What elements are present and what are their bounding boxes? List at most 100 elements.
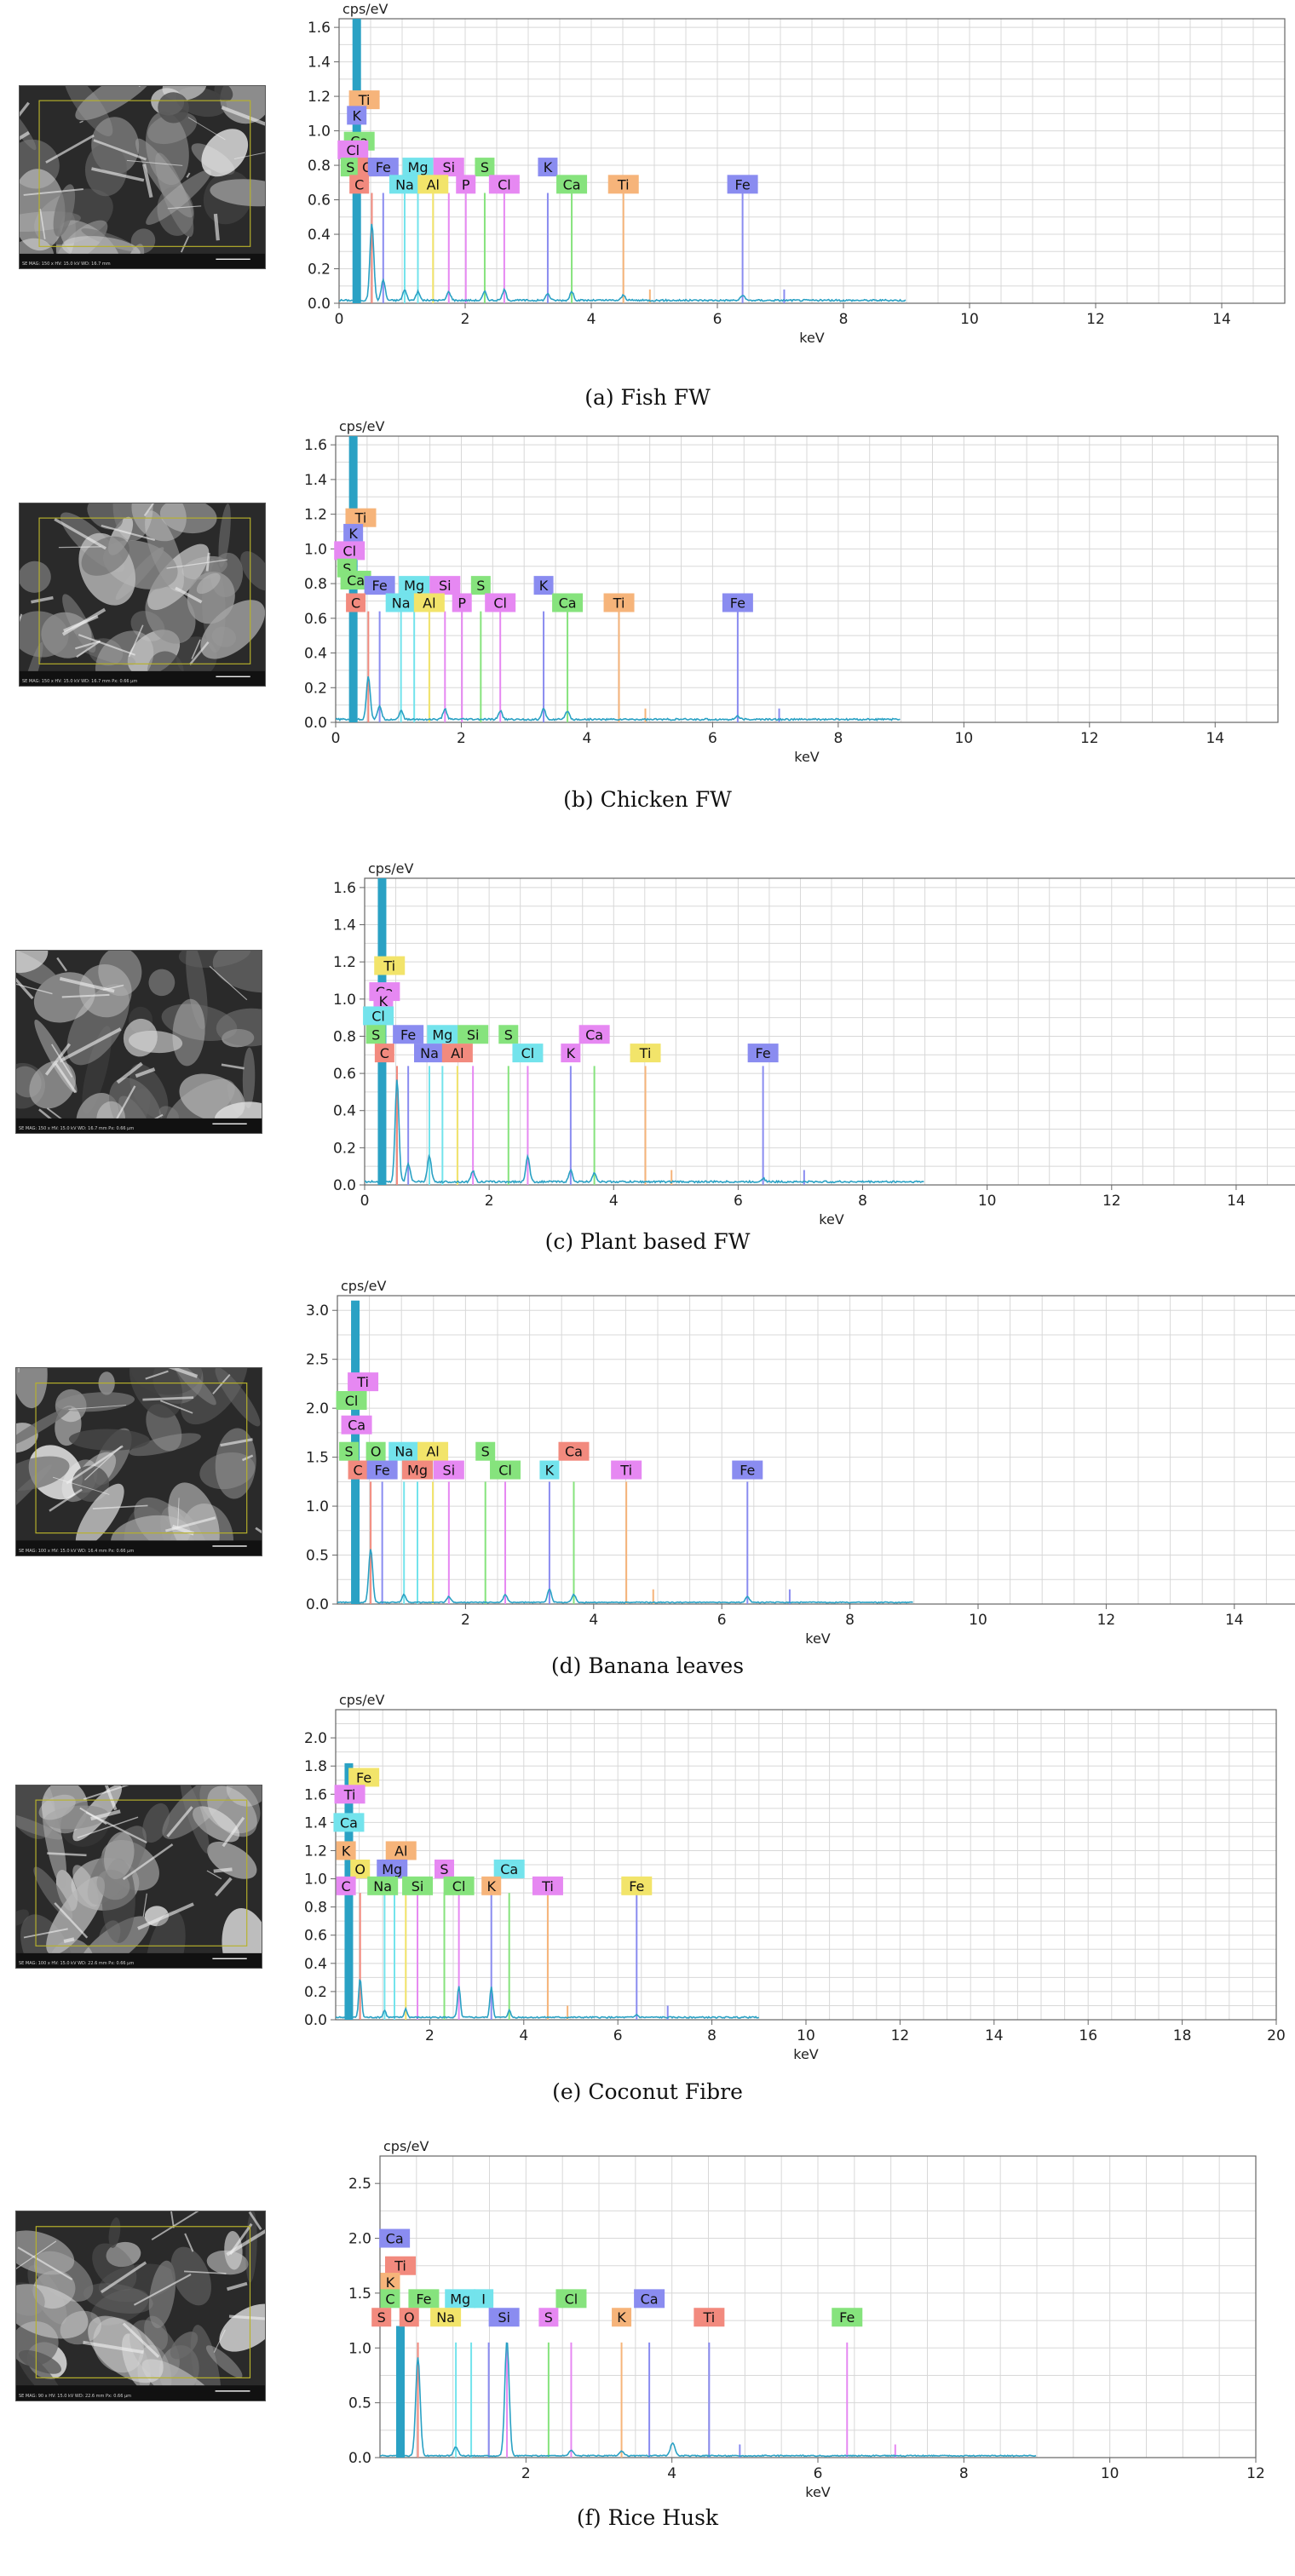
svg-text:Ca: Ca [565, 1444, 583, 1460]
element-label-ca: Ca [379, 2228, 411, 2248]
svg-text:Fe: Fe [376, 159, 391, 175]
element-label-al: Al [413, 593, 445, 612]
svg-text:K: K [617, 2309, 626, 2326]
element-label-mg: Mg [402, 1460, 433, 1480]
svg-text:Fe: Fe [356, 1769, 371, 1785]
element-label-si: Si [433, 1460, 464, 1480]
element-label-k: K [373, 992, 394, 1010]
y-tick-label: 0.2 [304, 1984, 327, 2001]
plot-frame [337, 1295, 1295, 1605]
svg-text:Na: Na [373, 1878, 392, 1895]
svg-text:Al: Al [451, 1045, 463, 1061]
panel-caption: (b) Chicken FW [563, 787, 732, 812]
y-tick-label: 1.4 [333, 917, 356, 934]
element-label-fe: Fe [832, 2308, 863, 2327]
element-label-fe: Fe [621, 1876, 653, 1895]
svg-text:Al: Al [394, 1843, 407, 1859]
y-tick-label: 0.6 [333, 1066, 356, 1083]
x-tick-label: 4 [587, 311, 596, 328]
element-label-ti: Ti [348, 90, 380, 110]
sem-info-text: SE MAG: 100 x HV: 15.0 kV WD: 16.4 mm Px… [19, 1549, 135, 1554]
svg-text:Cl: Cl [345, 1393, 359, 1409]
element-label-k: K [481, 1876, 502, 1895]
svg-text:K: K [386, 2274, 395, 2291]
element-label-ca: Ca [634, 2289, 665, 2309]
svg-text:Fe: Fe [416, 2291, 431, 2307]
y-axis-label: cps/eV [339, 1692, 385, 1708]
y-tick-label: 1.6 [333, 880, 356, 897]
eds-spectrum-chart: 0 2 4 6 8 10 12 14 0.0 0.2 0.4 0.6 0.8 1.0 1.2 1.4 1.6 cp… [308, 1, 1286, 346]
element-label-fe: Fe [722, 593, 753, 612]
svg-text:O: O [371, 1444, 382, 1460]
x-tick-label: 2 [457, 730, 466, 747]
svg-text:S: S [476, 578, 485, 594]
element-label-cl: Cl [485, 593, 516, 612]
element-label-o: O [350, 1859, 371, 1878]
x-tick-label: 12 [1102, 1193, 1121, 1210]
element-label-ti: Ti [345, 508, 377, 527]
y-tick-label: 0.2 [308, 262, 331, 279]
element-label-o: O [365, 1441, 386, 1461]
element-label-c: C [336, 1876, 356, 1895]
x-tick-label: 14 [985, 2027, 1004, 2044]
x-tick-label: 0 [360, 1193, 370, 1210]
x-tick-label: 8 [707, 2027, 717, 2044]
element-label-c: C [349, 175, 370, 194]
y-tick-label: 1.4 [308, 55, 331, 72]
y-tick-label: 0.0 [308, 296, 331, 313]
element-label-na: Na [430, 2308, 462, 2327]
y-axis-label: cps/eV [342, 1, 388, 17]
svg-text:Ti: Ti [354, 510, 367, 526]
element-label-ca: Ca [333, 1813, 365, 1832]
svg-text:K: K [539, 578, 549, 594]
svg-text:S: S [481, 159, 489, 175]
x-axis-label: keV [793, 2046, 819, 2062]
sem-micrograph [16, 2211, 265, 2401]
svg-text:Fe: Fe [740, 1463, 755, 1479]
sem-micrograph [16, 1785, 262, 1968]
panel-plant-based-fw: SE MAG: 150 x HV: 15.0 kV WD: 16.7 mm Px… [0, 848, 1295, 1265]
spectrum-trace [365, 1079, 924, 1184]
svg-text:K: K [567, 1045, 576, 1061]
element-label-cl: Cl [443, 1876, 475, 1895]
element-label-al: Al [385, 1841, 417, 1860]
panel-chicken-fw: SE MAG: 150 x HV: 15.0 kV WD: 16.7 mm Px… [0, 417, 1295, 835]
element-label-cl: Cl [337, 140, 369, 159]
y-tick-label: 0.8 [304, 1900, 327, 1917]
element-label-k: K [343, 524, 364, 543]
svg-text:Ti: Ti [617, 176, 630, 193]
svg-text:Ti: Ti [358, 92, 371, 108]
element-label-p: P [452, 593, 472, 612]
x-tick-label: 4 [589, 1612, 598, 1629]
y-tick-label: 2.0 [348, 2231, 371, 2248]
panel-banana-leaves: SE MAG: 100 x HV: 15.0 kV WD: 16.4 mm Px… [0, 1274, 1295, 1691]
element-label-o: O [399, 2308, 419, 2327]
x-axis-label: keV [805, 1630, 831, 1647]
element-label-ca: Ca [578, 1025, 610, 1044]
svg-text:S: S [344, 1444, 353, 1460]
y-tick-label: 0.8 [308, 158, 331, 175]
svg-text:K: K [352, 107, 361, 124]
element-label-ca: Ca [340, 571, 371, 590]
element-label-ca: Ca [552, 593, 584, 612]
svg-text:Na: Na [392, 595, 411, 611]
svg-text:Ca: Ca [386, 2231, 404, 2247]
y-axis-label: cps/eV [383, 2138, 429, 2154]
x-tick-label: 12 [1086, 311, 1105, 328]
sem-micrograph [16, 1368, 262, 1555]
panel-fish-fw: SE MAG: 150 x HV: 15.0 kV WD: 16.7 mm 0 2… [0, 0, 1295, 410]
panel-caption: (a) Fish FW [584, 385, 711, 410]
svg-text:Fe: Fe [629, 1878, 644, 1895]
svg-text:Fe: Fe [730, 595, 745, 611]
element-label-al: Al [441, 1044, 473, 1063]
svg-text:Cl: Cl [452, 1878, 466, 1895]
y-tick-label: 1.6 [308, 20, 331, 37]
svg-text:K: K [486, 1878, 496, 1895]
svg-text:P: P [458, 595, 466, 611]
x-tick-label: 10 [1101, 2465, 1119, 2482]
element-label-si: Si [458, 1025, 489, 1044]
element-label-k: K [347, 106, 367, 125]
x-tick-label: 2 [521, 2465, 531, 2482]
element-label-fe: Fe [732, 1460, 763, 1480]
element-label-cl: Cl [334, 541, 365, 561]
